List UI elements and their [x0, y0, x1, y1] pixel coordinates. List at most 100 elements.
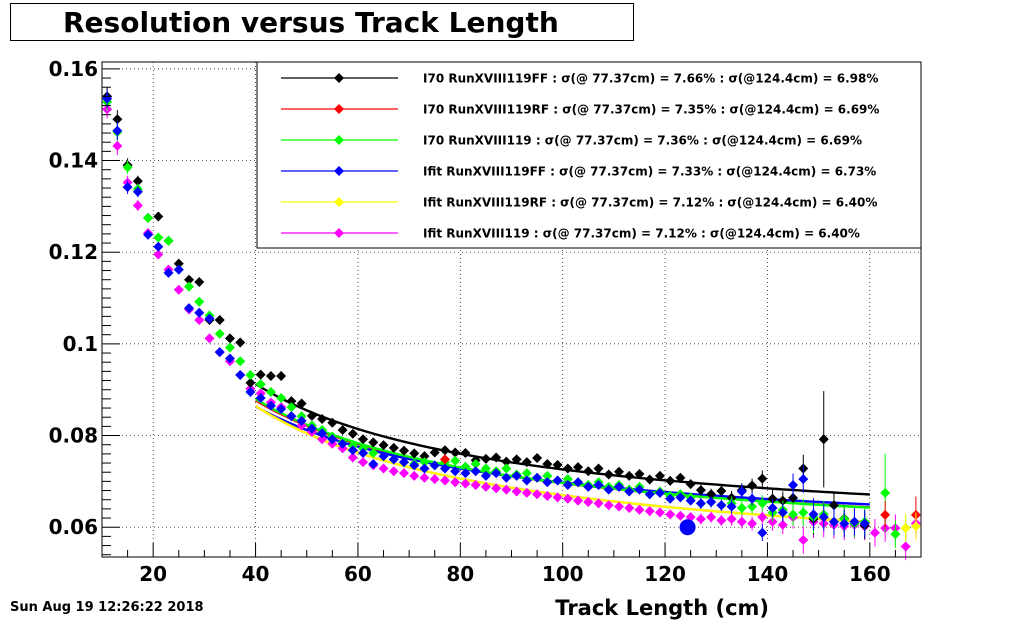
data-point	[265, 370, 276, 381]
x-tick-label: 40	[242, 562, 270, 586]
data-point	[573, 477, 584, 488]
data-point	[808, 509, 819, 520]
data-point	[194, 315, 205, 326]
data-point	[480, 463, 491, 474]
data-point	[409, 460, 420, 471]
data-point	[173, 258, 184, 269]
data-point	[184, 274, 195, 285]
y-tick-label: 0.14	[49, 149, 98, 173]
data-point	[378, 463, 389, 474]
data-point	[317, 414, 328, 425]
data-point	[460, 447, 471, 458]
data-point	[409, 448, 420, 459]
data-point	[245, 377, 256, 388]
data-point	[214, 315, 225, 326]
data-point	[470, 466, 481, 477]
chart-title: Resolution versus Track Length	[10, 3, 634, 41]
data-point	[358, 434, 369, 445]
data-point	[726, 501, 737, 512]
data-point	[644, 489, 655, 500]
data-point	[153, 211, 164, 222]
fit-curve	[254, 399, 870, 509]
data-point	[480, 481, 491, 492]
data-point	[706, 497, 717, 507]
data-point	[818, 512, 829, 523]
data-point	[511, 486, 522, 497]
data-point	[665, 509, 676, 520]
fit-curve	[254, 404, 870, 524]
data-point	[450, 466, 461, 477]
data-point	[736, 486, 747, 497]
data-point	[532, 453, 543, 463]
legend-marker	[334, 228, 344, 238]
data-point	[757, 498, 768, 509]
data-point	[552, 475, 563, 486]
data-point	[296, 415, 307, 426]
data-point	[306, 423, 317, 434]
data-point	[368, 437, 379, 448]
data-point	[562, 480, 573, 491]
data-point	[613, 466, 624, 477]
data-point	[583, 497, 594, 507]
y-tick-label: 0.16	[49, 57, 98, 81]
data-point	[869, 527, 880, 538]
data-point	[112, 114, 123, 125]
data-point	[511, 454, 522, 465]
data-point	[542, 491, 553, 502]
data-point	[368, 458, 379, 469]
legend-marker	[334, 104, 344, 114]
data-point	[132, 186, 143, 197]
data-point	[685, 479, 696, 490]
data-point	[470, 480, 481, 491]
data-point	[255, 392, 266, 403]
data-point	[747, 501, 758, 512]
x-axis-label: Track Length (cm)	[555, 596, 769, 620]
data-point	[296, 398, 307, 409]
data-point	[132, 176, 143, 187]
data-point	[224, 353, 235, 364]
data-point	[521, 487, 532, 498]
data-point	[450, 455, 461, 466]
data-point	[562, 474, 573, 485]
data-point	[900, 523, 911, 534]
legend-marker	[334, 135, 344, 145]
data-point	[419, 451, 430, 462]
data-point	[511, 470, 522, 481]
data-point	[306, 410, 317, 421]
data-point	[276, 403, 287, 414]
data-point	[235, 337, 246, 348]
data-point	[245, 387, 256, 397]
x-tick-label: 100	[542, 562, 584, 586]
data-point	[388, 466, 399, 477]
data-point	[501, 484, 512, 495]
data-point	[542, 458, 553, 469]
legend-marker	[334, 73, 344, 83]
data-point	[644, 474, 655, 485]
data-point	[388, 442, 399, 453]
data-point	[716, 486, 727, 496]
data-point	[542, 477, 553, 488]
data-point	[265, 400, 276, 411]
data-point	[122, 162, 133, 173]
data-point	[173, 284, 184, 295]
data-point	[798, 535, 809, 546]
data-point	[562, 493, 573, 504]
data-point	[429, 460, 440, 471]
y-tick-label: 0.12	[49, 240, 98, 264]
data-point	[624, 502, 635, 513]
data-point	[675, 510, 686, 521]
data-point	[255, 379, 266, 390]
data-point	[521, 457, 532, 468]
data-point	[583, 481, 594, 492]
data-point	[480, 470, 491, 481]
data-point	[603, 500, 614, 511]
data-point	[245, 370, 256, 381]
data-point	[460, 468, 471, 479]
axes: 20 40 60 80 100 120 140 160 0.06 0.08 0.1 0.12 0.14 0…	[49, 57, 922, 620]
y-tick-label: 0.1	[63, 332, 98, 356]
data-point	[143, 229, 154, 240]
data-point	[429, 447, 440, 458]
data-point	[777, 519, 788, 530]
data-point	[491, 483, 502, 494]
data-point	[132, 200, 143, 211]
